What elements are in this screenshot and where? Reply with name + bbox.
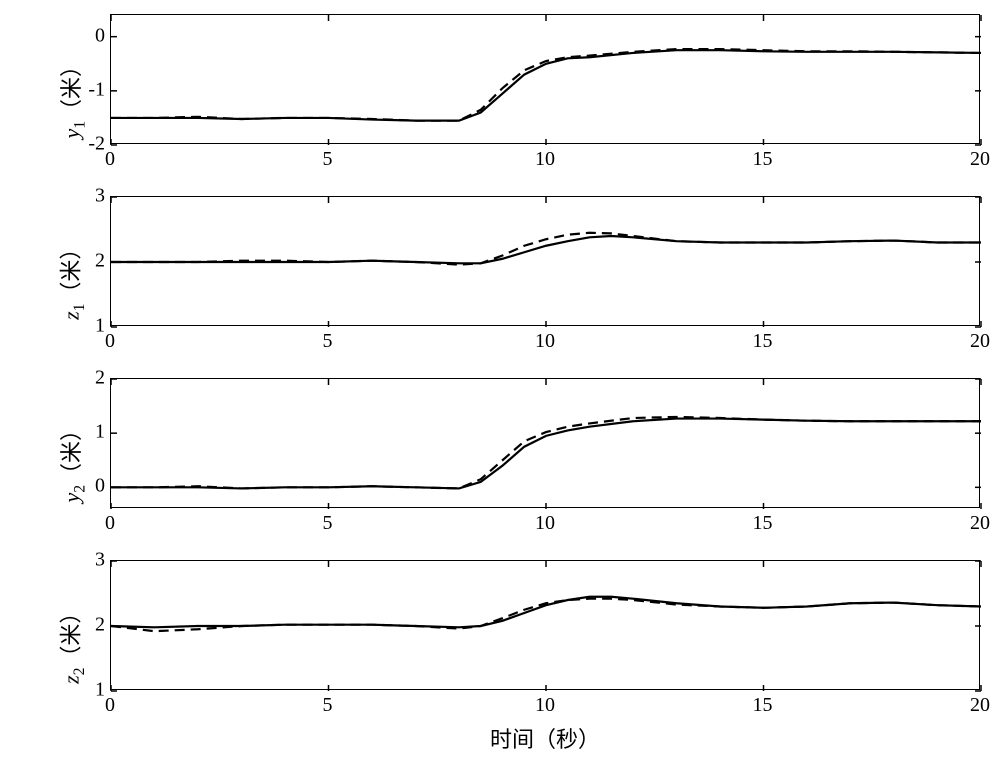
xtick-label: 15 [743, 330, 783, 353]
xtick-label: 10 [525, 694, 565, 717]
xtick-label: 20 [960, 694, 1000, 717]
xtick-label: 10 [525, 148, 565, 171]
xtick-label: 15 [743, 694, 783, 717]
ylabel-p4: z2（米） [53, 602, 88, 684]
xlabel: 时间（秒） [110, 722, 980, 754]
xtick-label: 20 [960, 148, 1000, 171]
figure: -2-1005101520y1（米）12305101520z1（米）012051… [0, 0, 1000, 772]
ytick-label: 3 [65, 185, 105, 208]
ylabel-p1: y1（米） [54, 55, 89, 138]
chart-panel-p2 [110, 196, 980, 326]
series-dashed-p2 [111, 233, 981, 265]
series-dashed-p1 [111, 49, 981, 121]
xtick-label: 15 [743, 512, 783, 535]
chart-panel-p1 [110, 14, 980, 144]
xtick-label: 5 [308, 330, 348, 353]
xtick-label: 20 [960, 512, 1000, 535]
chart-panel-p3 [110, 378, 980, 508]
xtick-label: 0 [90, 330, 130, 353]
plot-svg-p1 [111, 15, 981, 145]
xtick-label: 0 [90, 694, 130, 717]
xtick-label: 20 [960, 330, 1000, 353]
series-dashed-p3 [111, 417, 981, 489]
ylabel-p3: y2（米） [54, 419, 89, 502]
plot-svg-p3 [111, 379, 981, 509]
xtick-label: 0 [90, 512, 130, 535]
xtick-label: 5 [308, 148, 348, 171]
plot-svg-p4 [111, 561, 981, 691]
ytick-label: 3 [65, 549, 105, 572]
plot-svg-p2 [111, 197, 981, 327]
chart-panel-p4 [110, 560, 980, 690]
xtick-label: 15 [743, 148, 783, 171]
ytick-label: 2 [65, 367, 105, 390]
xtick-label: 5 [308, 694, 348, 717]
series-solid-p4 [111, 597, 981, 628]
xtick-label: 10 [525, 330, 565, 353]
xtick-label: 0 [90, 148, 130, 171]
xtick-label: 10 [525, 512, 565, 535]
series-solid-p3 [111, 419, 981, 489]
xtick-label: 5 [308, 512, 348, 535]
ytick-label: 0 [65, 24, 105, 47]
ylabel-p2: z1（米） [53, 238, 88, 320]
